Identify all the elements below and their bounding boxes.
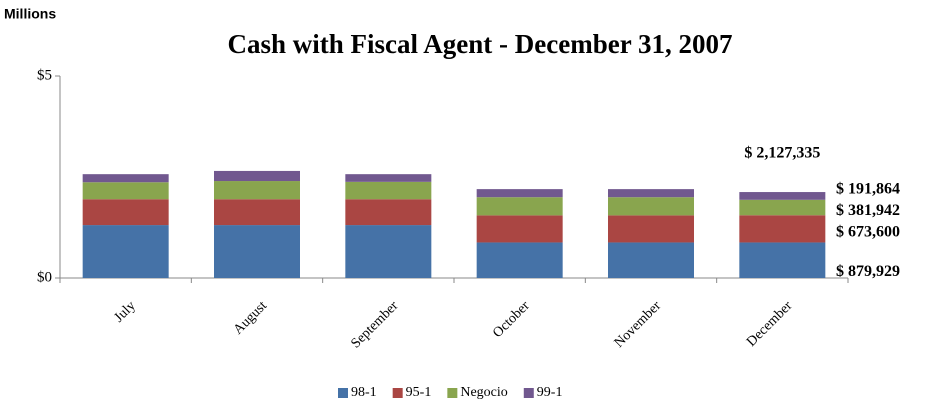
bar-segment [476, 215, 563, 243]
value-label: $ 191,864 [836, 181, 900, 198]
x-tick-label: August [231, 298, 270, 337]
bar-segment [345, 181, 432, 200]
bar-segment [214, 225, 300, 278]
bar-segment [82, 174, 169, 183]
bar-segment [608, 215, 694, 243]
bar-segment [476, 242, 563, 278]
bar-segment [214, 181, 300, 200]
bar-segment [739, 192, 826, 200]
x-tick-label: July [112, 298, 139, 325]
bar-segment [345, 174, 432, 182]
bar-segment [82, 225, 169, 278]
bar-segment [476, 197, 563, 216]
bar-segment [608, 242, 694, 278]
legend-label: 99-1 [537, 385, 563, 400]
legend-swatch [392, 388, 403, 398]
bar-segment [214, 199, 300, 226]
x-tick-label: September [348, 298, 401, 351]
x-tick-label: December [744, 298, 796, 350]
bar-segment [82, 182, 169, 200]
bar-segment [214, 170, 300, 182]
y-tick-label: $0 [37, 269, 52, 285]
legend-label: 95-1 [406, 385, 432, 400]
value-label: $ 381,942 [836, 202, 900, 219]
bar-segment [608, 197, 694, 216]
x-tick-label: November [612, 298, 665, 351]
bar-segment [739, 242, 826, 278]
total-label: $ 2,127,335 [744, 145, 820, 162]
y-tick-label: $5 [37, 67, 52, 83]
value-label: $ 879,929 [836, 263, 900, 280]
legend-swatch [338, 388, 348, 398]
bar-segment [739, 215, 826, 243]
bar-segment [345, 225, 432, 278]
legend-swatch [523, 388, 534, 398]
unit-label: Millions [4, 6, 56, 22]
bar-segment [739, 199, 826, 216]
bar-segment [608, 189, 694, 198]
chart-title: Cash with Fiscal Agent - December 31, 20… [228, 29, 733, 59]
x-tick-label: October [490, 298, 533, 341]
bar-segment [82, 199, 169, 226]
legend-swatch [447, 388, 458, 398]
legend-label: Negocio [460, 385, 507, 400]
value-label: $ 673,600 [836, 224, 900, 241]
bar-segment [476, 189, 563, 198]
legend-label: 98-1 [351, 385, 377, 400]
bar-segment [345, 199, 432, 226]
